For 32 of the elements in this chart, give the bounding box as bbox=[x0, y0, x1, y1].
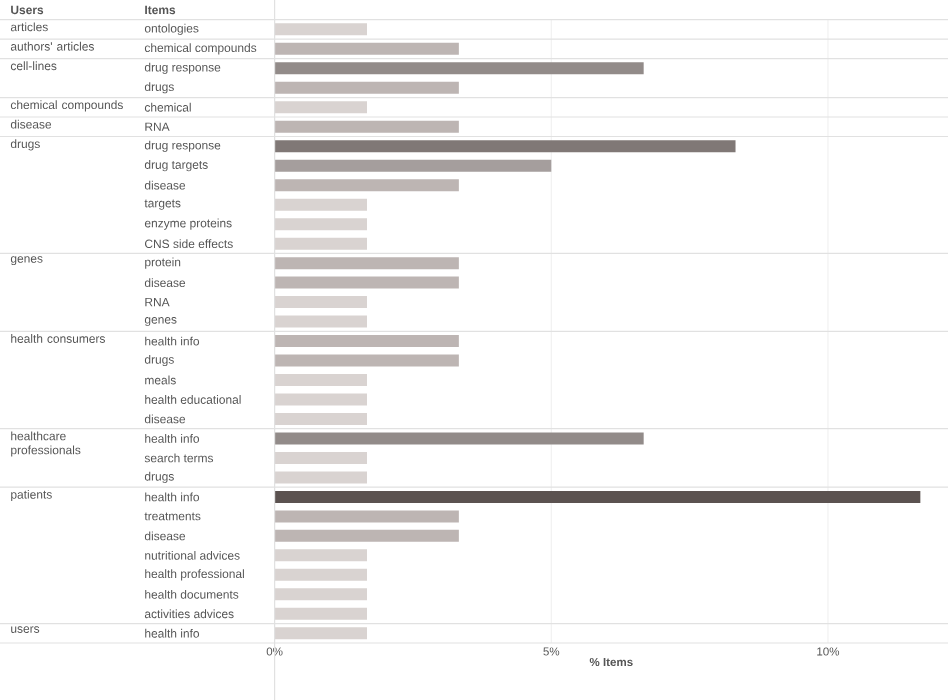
bar bbox=[274, 179, 459, 192]
bar bbox=[274, 568, 368, 581]
bar bbox=[274, 62, 644, 75]
bar bbox=[274, 588, 368, 601]
bar bbox=[274, 432, 644, 445]
bar bbox=[274, 276, 459, 289]
bar bbox=[274, 354, 459, 367]
bar bbox=[274, 81, 459, 94]
bar bbox=[274, 120, 459, 133]
bar bbox=[274, 627, 368, 640]
bar bbox=[274, 607, 368, 620]
bar bbox=[274, 529, 459, 542]
bar bbox=[274, 159, 552, 172]
bar bbox=[274, 374, 368, 387]
bar bbox=[274, 218, 368, 231]
bar bbox=[274, 471, 368, 484]
bar bbox=[274, 140, 736, 153]
bar bbox=[274, 510, 459, 523]
bar bbox=[274, 42, 459, 55]
bar bbox=[274, 451, 368, 464]
bar bbox=[274, 257, 459, 270]
bar bbox=[274, 315, 368, 328]
bar bbox=[274, 296, 368, 309]
bar bbox=[274, 393, 368, 406]
bar bbox=[274, 23, 368, 36]
bar bbox=[274, 237, 368, 250]
bar bbox=[274, 101, 368, 114]
bar bbox=[274, 490, 921, 503]
bar bbox=[274, 412, 368, 425]
bar bbox=[274, 335, 459, 348]
bar bbox=[274, 198, 368, 211]
bar bbox=[274, 549, 368, 562]
